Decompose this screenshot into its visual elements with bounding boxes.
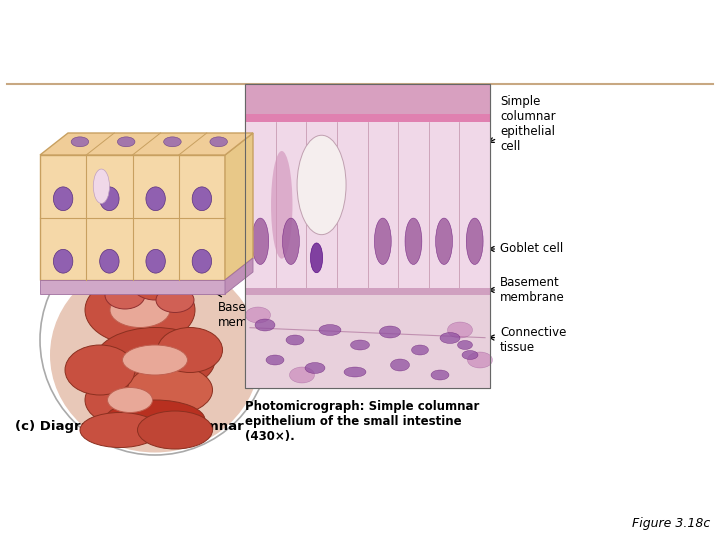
Ellipse shape bbox=[192, 187, 212, 211]
Ellipse shape bbox=[255, 319, 275, 331]
Ellipse shape bbox=[163, 137, 181, 147]
Ellipse shape bbox=[146, 187, 166, 211]
Ellipse shape bbox=[105, 400, 205, 440]
Ellipse shape bbox=[107, 388, 153, 413]
Ellipse shape bbox=[266, 355, 284, 365]
Ellipse shape bbox=[132, 270, 178, 300]
Ellipse shape bbox=[289, 367, 315, 383]
Polygon shape bbox=[40, 133, 253, 155]
Text: Basement
membrane: Basement membrane bbox=[199, 282, 283, 329]
Text: (c) Diagram:  Simple columnar: (c) Diagram: Simple columnar bbox=[15, 420, 244, 433]
Bar bbox=[245, 114, 490, 122]
Bar bbox=[245, 84, 490, 388]
Ellipse shape bbox=[246, 307, 271, 323]
Ellipse shape bbox=[138, 411, 212, 449]
Text: Basement
membrane: Basement membrane bbox=[489, 276, 564, 304]
Ellipse shape bbox=[71, 137, 89, 147]
Polygon shape bbox=[40, 280, 225, 294]
Polygon shape bbox=[225, 133, 253, 280]
Bar bbox=[245, 84, 490, 114]
Bar bbox=[245, 122, 490, 288]
Ellipse shape bbox=[436, 218, 452, 265]
Ellipse shape bbox=[99, 249, 119, 273]
Ellipse shape bbox=[448, 322, 472, 338]
Ellipse shape bbox=[94, 169, 109, 204]
Ellipse shape bbox=[344, 367, 366, 377]
Ellipse shape bbox=[156, 287, 194, 313]
Ellipse shape bbox=[105, 281, 145, 309]
Ellipse shape bbox=[457, 341, 472, 349]
Ellipse shape bbox=[53, 249, 73, 273]
Ellipse shape bbox=[351, 340, 369, 350]
Polygon shape bbox=[225, 258, 253, 294]
Ellipse shape bbox=[65, 345, 135, 395]
Ellipse shape bbox=[146, 249, 166, 273]
Ellipse shape bbox=[252, 218, 269, 265]
Ellipse shape bbox=[462, 350, 478, 360]
Ellipse shape bbox=[99, 187, 119, 211]
Ellipse shape bbox=[80, 413, 160, 448]
Ellipse shape bbox=[390, 359, 410, 371]
Text: Figure 3.18c: Figure 3.18c bbox=[631, 517, 710, 530]
Ellipse shape bbox=[158, 327, 222, 373]
Text: Goblet cell: Goblet cell bbox=[489, 242, 563, 255]
Ellipse shape bbox=[85, 275, 195, 345]
Text: Connective
tissue: Connective tissue bbox=[489, 326, 567, 354]
Ellipse shape bbox=[431, 370, 449, 380]
Ellipse shape bbox=[440, 333, 460, 343]
Ellipse shape bbox=[127, 365, 212, 415]
Ellipse shape bbox=[305, 362, 325, 374]
Polygon shape bbox=[40, 155, 225, 280]
Bar bbox=[245, 84, 490, 388]
Ellipse shape bbox=[405, 218, 422, 265]
Ellipse shape bbox=[271, 151, 292, 259]
Ellipse shape bbox=[310, 243, 323, 273]
Ellipse shape bbox=[122, 345, 187, 375]
Ellipse shape bbox=[85, 373, 175, 428]
Ellipse shape bbox=[379, 326, 400, 338]
Ellipse shape bbox=[467, 352, 492, 368]
Ellipse shape bbox=[374, 218, 391, 265]
Text: Simple
columnar
epithelial
cell: Simple columnar epithelial cell bbox=[489, 95, 556, 153]
Text: Photomicrograph: Simple columnar
epithelium of the small intestine
(430×).: Photomicrograph: Simple columnar epithel… bbox=[245, 400, 480, 443]
Ellipse shape bbox=[110, 293, 170, 327]
Bar bbox=[245, 295, 490, 388]
Ellipse shape bbox=[297, 135, 346, 235]
Text: Nucleus of simple
columnar epithelial cell: Nucleus of simple columnar epithelial ce… bbox=[199, 149, 348, 199]
Ellipse shape bbox=[50, 258, 260, 453]
Ellipse shape bbox=[210, 137, 228, 147]
Ellipse shape bbox=[282, 218, 300, 265]
Bar bbox=[245, 288, 490, 295]
Ellipse shape bbox=[467, 218, 483, 265]
Ellipse shape bbox=[412, 345, 428, 355]
Ellipse shape bbox=[319, 325, 341, 335]
Ellipse shape bbox=[53, 187, 73, 211]
Ellipse shape bbox=[117, 137, 135, 147]
Ellipse shape bbox=[95, 327, 215, 393]
Ellipse shape bbox=[286, 335, 304, 345]
Ellipse shape bbox=[192, 249, 212, 273]
